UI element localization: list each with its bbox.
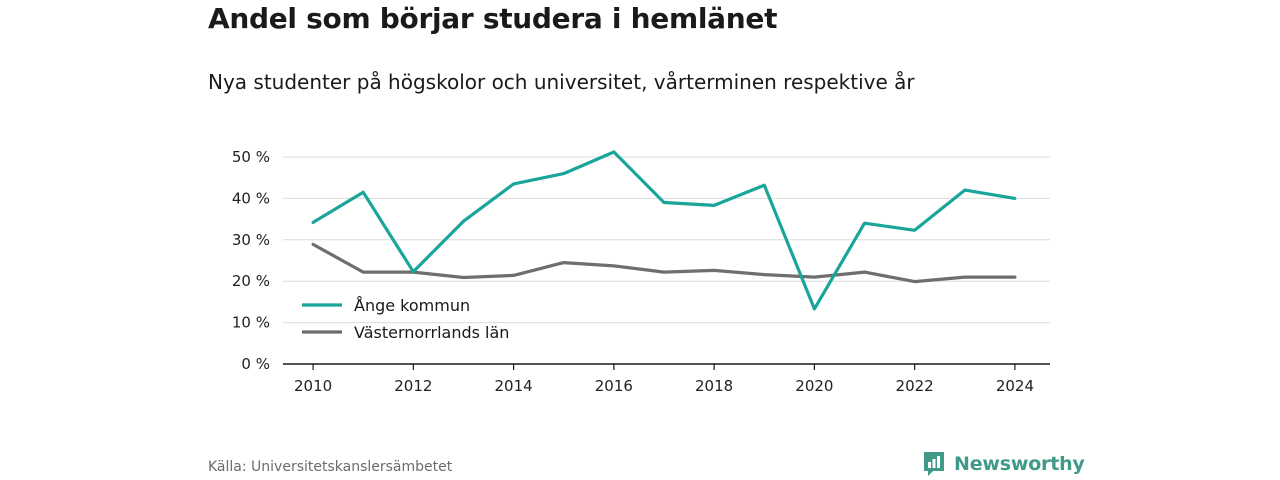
x-tick-label: 2020 — [795, 377, 833, 395]
y-tick-label: 30 % — [232, 231, 270, 249]
x-tick-label: 2014 — [495, 377, 533, 395]
y-tick-label: 40 % — [232, 189, 270, 207]
chart-title: Andel som börjar studera i hemlänet — [208, 2, 778, 35]
x-tick-label: 2010 — [294, 377, 332, 395]
y-tick-label: 50 % — [232, 148, 270, 166]
brand-name: Newsworthy — [954, 453, 1085, 475]
y-tick-label: 10 % — [232, 314, 270, 332]
x-tick-label: 2016 — [595, 377, 633, 395]
x-tick-label: 2022 — [896, 377, 934, 395]
x-tick-label: 2024 — [996, 377, 1034, 395]
line-chart: 0 % 10 % 20 % 30 % 40 % 50 % 2010 2012 2014 2016 2… — [232, 148, 1050, 395]
brand-logo[interactable]: Newsworthy — [922, 450, 1085, 478]
x-tick-label: 2012 — [394, 377, 432, 395]
series-line-ange-kommun — [311, 150, 1017, 311]
chart-subtitle: Nya studenter på högskolor och universit… — [208, 70, 915, 94]
series-lines — [311, 150, 1017, 311]
series-line-vasternorrlands-lan — [311, 242, 1017, 284]
y-tick-label: 20 % — [232, 272, 270, 290]
legend-label: Ånge kommun — [354, 296, 470, 315]
y-tick-label: 0 % — [241, 355, 270, 373]
axes: 0 % 10 % 20 % 30 % 40 % 50 % 2010 2012 2014 2016 2… — [232, 148, 1050, 395]
legend-label: Västernorrlands län — [354, 323, 509, 342]
legend: Ånge kommun Västernorrlands län — [302, 296, 509, 342]
x-tick-label: 2018 — [695, 377, 733, 395]
source-note: Källa: Universitetskanslersämbetet — [208, 459, 453, 475]
newsworthy-logo-icon — [924, 452, 944, 476]
